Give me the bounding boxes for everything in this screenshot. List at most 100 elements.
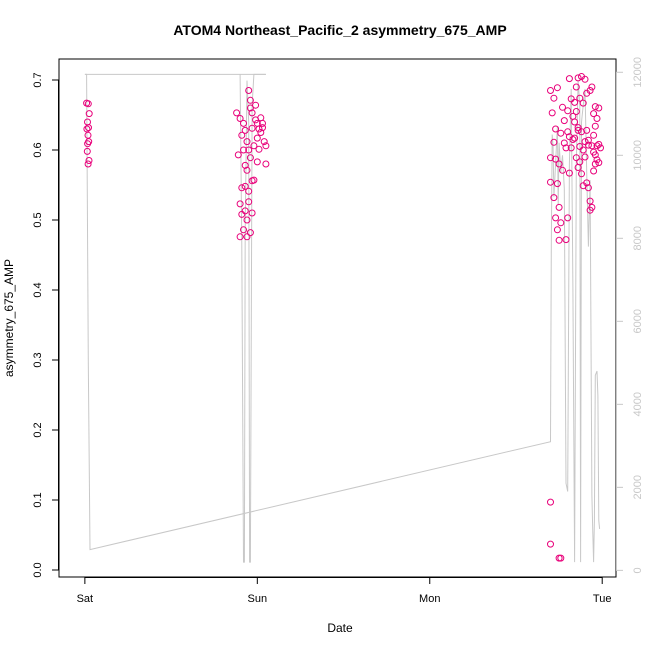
data-point — [552, 155, 560, 163]
axis-layer: Sat Sun Mon Tue 0.0 0.1 0.2 0.3 0.4 0.5 0.6 0.7 0 200… — [32, 57, 644, 605]
chart-title: ATOM4 Northeast_Pacific_2 asymmetry_675_… — [173, 22, 506, 38]
data-point — [560, 139, 568, 147]
data-point — [84, 160, 92, 168]
data-point — [241, 182, 249, 190]
x-tick-label: Sun — [248, 593, 268, 605]
y2-tick-label: 6000 — [632, 309, 644, 333]
data-point — [571, 118, 579, 126]
data-point — [553, 84, 561, 92]
point-layer — [83, 73, 604, 562]
y-tick-label: 0.1 — [32, 492, 44, 507]
data-point — [590, 167, 598, 175]
data-point — [248, 209, 256, 217]
data-point — [557, 129, 565, 137]
data-point — [250, 176, 258, 184]
data-point — [83, 147, 91, 155]
data-point — [574, 126, 582, 134]
data-point — [555, 160, 563, 168]
data-point — [557, 554, 565, 562]
data-point — [547, 498, 554, 506]
data-point — [590, 131, 598, 139]
data-point — [552, 125, 560, 133]
y2-tick-label: 0 — [632, 567, 644, 573]
data-point — [253, 158, 261, 166]
data-point — [584, 136, 592, 144]
data-point — [84, 131, 92, 139]
data-point — [84, 100, 92, 108]
data-point — [586, 206, 594, 214]
data-point — [565, 133, 573, 141]
data-point — [559, 103, 566, 111]
data-point — [245, 187, 253, 195]
y-tick-label: 0.5 — [32, 212, 44, 227]
data-point — [243, 216, 251, 224]
data-point — [241, 126, 249, 134]
data-point — [553, 180, 561, 188]
data-point — [571, 134, 579, 142]
data-point — [584, 141, 592, 149]
data-point — [234, 151, 242, 159]
data-point — [550, 94, 558, 102]
data-point — [262, 160, 270, 168]
data-point — [584, 184, 592, 192]
data-point — [571, 98, 579, 106]
y-tick-label: 0.2 — [32, 422, 44, 437]
data-point — [238, 184, 246, 192]
data-point — [245, 198, 253, 206]
data-point — [581, 75, 589, 83]
data-point — [243, 233, 251, 241]
data-point — [564, 107, 572, 115]
y2-tick-label: 2000 — [632, 475, 644, 499]
data-point — [591, 151, 599, 159]
data-point — [586, 197, 594, 205]
data-point — [559, 166, 566, 174]
data-point — [236, 200, 244, 208]
data-point — [550, 138, 558, 146]
x-tick-label: Tue — [593, 593, 612, 605]
data-point — [252, 116, 260, 124]
data-point — [245, 87, 253, 94]
data-point — [547, 87, 554, 94]
line-layer — [84, 73, 601, 563]
data-point — [236, 233, 244, 241]
data-point — [595, 140, 603, 148]
data-point — [555, 236, 563, 244]
data-point — [574, 124, 582, 132]
data-point — [259, 119, 266, 127]
data-point — [246, 104, 254, 112]
x-tick-label: Sat — [77, 593, 94, 605]
data-point — [84, 118, 91, 126]
data-point — [595, 104, 603, 112]
data-point — [564, 214, 572, 222]
data-point — [574, 164, 582, 171]
data-point — [591, 160, 599, 168]
y2-tick-label: 10000 — [632, 140, 644, 171]
data-point — [243, 166, 251, 174]
data-point — [243, 138, 251, 146]
data-point — [236, 115, 244, 122]
data-point — [240, 226, 247, 234]
data-point — [591, 103, 599, 111]
data-point — [260, 138, 268, 146]
data-point — [593, 142, 601, 150]
data-point — [238, 131, 246, 139]
data-point — [246, 154, 254, 162]
data-point — [595, 159, 603, 167]
data-point — [255, 125, 263, 133]
y2-tick-label: 4000 — [632, 392, 644, 416]
data-point — [572, 154, 580, 162]
data-point — [550, 194, 558, 202]
x-tick-label: Mon — [419, 593, 440, 605]
data-point — [233, 109, 241, 117]
data-point — [245, 146, 253, 154]
data-point — [253, 119, 261, 127]
data-point — [572, 108, 580, 115]
data-point — [252, 101, 260, 109]
data-point — [591, 122, 599, 130]
data-point — [579, 99, 587, 107]
y-tick-label: 0.0 — [32, 562, 44, 577]
data-point — [565, 169, 573, 177]
y2-tick-label: 8000 — [632, 226, 644, 250]
data-point — [241, 161, 249, 169]
